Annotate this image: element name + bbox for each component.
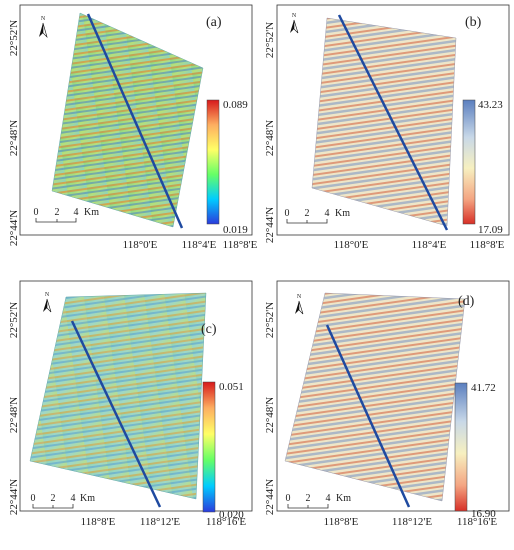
svg-text:22°52'N: 22°52'N (264, 22, 276, 58)
north-arrow-a: N (39, 16, 48, 39)
svg-text:118°8'E: 118°8'E (81, 516, 116, 528)
raster-a (51, 12, 204, 228)
svg-text:0: 0 (285, 208, 290, 219)
colorbar-min-a: 0.019 (223, 224, 248, 236)
svg-text:118°0'E: 118°0'E (334, 239, 369, 251)
lat-ticks-c: 22°52'N 22°48'N 22°44'N (8, 302, 20, 515)
panel-label-a: (a) (206, 15, 222, 30)
svg-text:22°48'N: 22°48'N (264, 397, 276, 433)
colorbar-max-c: 0.051 (219, 381, 244, 393)
svg-text:Km: Km (335, 208, 350, 219)
svg-text:4: 4 (325, 208, 330, 219)
svg-text:2: 2 (305, 208, 310, 219)
map-c-svg: N (c) 0.051 0.020 0 2 4 Km 22°52'N 22°48… (8, 280, 253, 528)
lat-ticks-a: 22°52'N 22°48'N 22°44'N (8, 20, 20, 246)
svg-text:2: 2 (55, 207, 60, 218)
svg-text:22°44'N: 22°44'N (264, 207, 276, 243)
svg-text:22°48'N: 22°48'N (264, 120, 276, 156)
lon-ticks-c: 118°8'E 118°12'E 118°16'E (81, 516, 247, 528)
colorbar-max-b: 43.23 (478, 99, 503, 111)
svg-text:N: N (297, 294, 302, 300)
panel-label-c: (c) (201, 322, 217, 337)
colorbar-min-b: 17.09 (478, 224, 503, 236)
transect-line-a (86, 13, 184, 229)
colorbar-c (202, 381, 216, 513)
svg-text:22°44'N: 22°44'N (264, 479, 276, 515)
svg-text:118°16'E: 118°16'E (206, 516, 246, 528)
svg-text:4: 4 (71, 493, 76, 504)
colorbar-b (462, 99, 476, 225)
svg-text:0: 0 (34, 207, 39, 218)
svg-text:118°8'E: 118°8'E (470, 239, 505, 251)
svg-text:0: 0 (286, 493, 291, 504)
svg-text:22°52'N: 22°52'N (8, 20, 20, 56)
svg-text:118°16'E: 118°16'E (457, 516, 497, 528)
svg-text:22°52'N: 22°52'N (264, 302, 276, 338)
lat-ticks-b: 22°52'N 22°48'N 22°44'N (264, 22, 276, 243)
panel-c: N (c) 0.051 0.020 0 2 4 Km 22°52'N 22°48… (0, 275, 257, 550)
scalebar-c: 0 2 4 Km (31, 493, 95, 509)
svg-text:118°4'E: 118°4'E (182, 239, 217, 251)
svg-text:118°4'E: 118°4'E (412, 239, 447, 251)
panel-b: N (b) 43.23 17.09 0 2 4 Km 22°52'N 22°48… (257, 0, 514, 273)
svg-text:22°52'N: 22°52'N (8, 302, 20, 338)
svg-text:2: 2 (51, 493, 56, 504)
panel-label-b: (b) (465, 15, 482, 30)
svg-text:N: N (45, 292, 50, 298)
colorbar-min-c: 0.020 (219, 509, 244, 521)
svg-text:Km: Km (336, 493, 351, 504)
lon-ticks-d: 118°8'E 118°12'E 118°16'E (324, 516, 498, 528)
map-d-svg: N (d) 41.72 16.90 0 2 4 Km 22°52'N 22°48… (264, 280, 510, 528)
svg-text:22°44'N: 22°44'N (8, 479, 20, 515)
svg-text:Km: Km (80, 493, 95, 504)
scalebar-b: 0 2 4 Km (285, 208, 350, 224)
svg-text:118°12'E: 118°12'E (140, 516, 180, 528)
svg-text:2: 2 (306, 493, 311, 504)
svg-text:118°0'E: 118°0'E (123, 239, 158, 251)
svg-text:118°8'E: 118°8'E (223, 239, 257, 251)
scalebar-a: 0 2 4 Km (34, 207, 99, 223)
svg-text:4: 4 (326, 493, 331, 504)
map-a-svg: N (a) 0.089 0.019 0 2 4 Km 22°52'N 22°48… (8, 4, 257, 251)
transect-line-b (337, 14, 449, 231)
lat-ticks-d: 22°52'N 22°48'N 22°44'N (264, 302, 276, 515)
svg-text:118°8'E: 118°8'E (324, 516, 359, 528)
raster-d (284, 292, 466, 502)
colorbar-d (454, 382, 468, 512)
svg-text:118°12'E: 118°12'E (392, 516, 432, 528)
svg-text:N: N (41, 16, 46, 22)
raster-c (29, 292, 207, 500)
panel-label-d: (d) (458, 294, 475, 309)
panel-a: N (a) 0.089 0.019 0 2 4 Km 22°52'N 22°48… (0, 0, 257, 273)
lon-ticks-b: 118°0'E 118°4'E 118°8'E (334, 239, 505, 251)
lon-ticks-a: 118°0'E 118°4'E 118°8'E (123, 239, 257, 251)
svg-text:0: 0 (31, 493, 36, 504)
colorbar-max-a: 0.089 (223, 99, 248, 111)
north-arrow-b: N (290, 13, 299, 34)
panel-d: N (d) 41.72 16.90 0 2 4 Km 22°52'N 22°48… (257, 275, 514, 550)
svg-text:N: N (292, 13, 297, 19)
colorbar-min-d: 16.90 (471, 508, 496, 520)
transect-line-d (325, 324, 411, 508)
scalebar-d: 0 2 4 Km (286, 493, 351, 509)
svg-text:22°48'N: 22°48'N (8, 397, 20, 433)
north-arrow-d: N (295, 294, 304, 315)
svg-text:4: 4 (74, 207, 79, 218)
north-arrow-c: N (43, 292, 52, 313)
colorbar-max-d: 41.72 (471, 382, 496, 394)
transect-line-c (70, 320, 162, 508)
svg-text:22°48'N: 22°48'N (8, 120, 20, 156)
svg-text:Km: Km (84, 207, 99, 218)
svg-text:22°44'N: 22°44'N (8, 210, 20, 246)
colorbar-a (206, 99, 220, 225)
map-b-svg: N (b) 43.23 17.09 0 2 4 Km 22°52'N 22°48… (264, 4, 510, 251)
